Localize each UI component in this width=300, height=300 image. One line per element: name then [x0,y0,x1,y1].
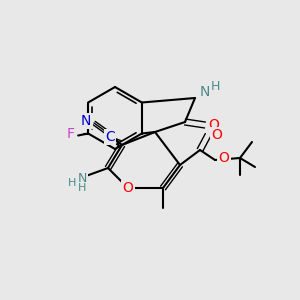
Text: O: O [123,181,134,195]
Text: O: O [219,151,230,165]
Text: N: N [77,172,87,184]
Text: H: H [68,178,76,188]
Text: N: N [81,114,91,128]
Text: F: F [66,128,74,142]
Text: H: H [210,80,220,92]
Text: N: N [200,85,210,99]
Text: C: C [105,130,115,144]
Text: H: H [78,183,86,193]
Text: O: O [208,118,219,132]
Text: O: O [212,128,222,142]
